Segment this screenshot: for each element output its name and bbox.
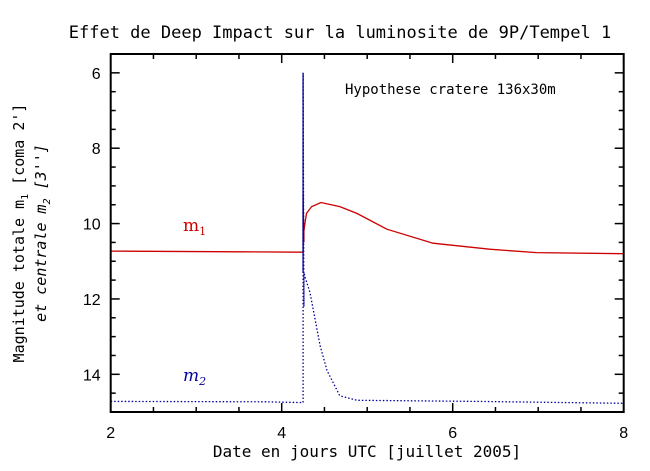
x-axis-label: Date en jours UTC [juillet 2005] bbox=[213, 442, 521, 461]
y-tick-label: 12 bbox=[83, 292, 101, 309]
legend-m1-text: m bbox=[183, 216, 199, 236]
ylabel-2-end: [3''] bbox=[32, 144, 50, 198]
ylabel-1-end: [coma 2'] bbox=[10, 104, 28, 194]
legend-m1-sub: 1 bbox=[199, 225, 206, 238]
y-tick-label: 8 bbox=[92, 141, 101, 158]
y-tick-label: 10 bbox=[83, 217, 101, 234]
y-axis-label-line1: Magnitude totale m1 [coma 2'] bbox=[10, 104, 31, 363]
x-tick-label: 8 bbox=[619, 425, 628, 442]
x-tick-label: 2 bbox=[106, 425, 115, 442]
legend-m2-text: m bbox=[183, 366, 199, 386]
plot-area bbox=[110, 72, 623, 404]
legend-m2-sub: 2 bbox=[198, 375, 206, 388]
annotation: Hypothese cratere 136x30m bbox=[345, 82, 556, 98]
ylabel-1-sub: 1 bbox=[20, 194, 31, 200]
ylabel-2-sub: 2 bbox=[42, 198, 53, 204]
x-tick-label: 6 bbox=[448, 425, 457, 442]
y-axis-label-line2: et centrale m2 [3''] bbox=[32, 144, 53, 322]
ylabel-1-text: Magnitude totale m bbox=[10, 200, 28, 363]
x-tick-label: 4 bbox=[277, 425, 286, 442]
series-m2-line bbox=[110, 72, 623, 404]
legend-m1: m1 bbox=[183, 216, 206, 238]
ylabel-2-text: et centrale m bbox=[32, 204, 50, 321]
legend-m2: m2 bbox=[183, 366, 206, 388]
y-tick-label: 14 bbox=[83, 367, 101, 384]
chart-title: Effet de Deep Impact sur la luminosite d… bbox=[69, 23, 611, 43]
y-tick-label: 6 bbox=[92, 66, 101, 83]
